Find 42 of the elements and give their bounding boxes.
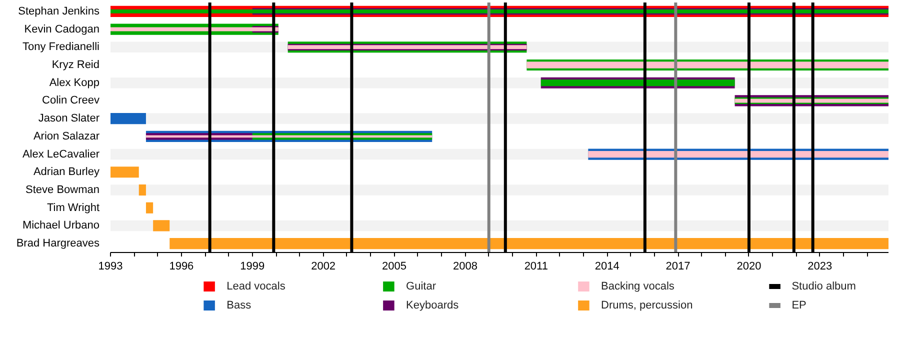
y-tick-label: Alex LeCavalier — [22, 148, 100, 160]
legend-label: Studio album — [792, 280, 856, 292]
bar — [110, 113, 146, 124]
x-tick-label: 1996 — [169, 260, 194, 272]
y-tick-label: Kevin Cadogan — [24, 23, 100, 36]
y-tick-label: Michael Urbano — [22, 220, 100, 232]
legend-label: EP — [792, 300, 806, 312]
y-tick-label: Arion Salazar — [33, 130, 100, 142]
x-tick-label: 1993 — [98, 260, 123, 272]
y-tick-label: Tony Fredianelli — [22, 41, 100, 54]
x-tick-label: 2017 — [666, 260, 690, 272]
y-tick-label: Jason Slater — [38, 112, 100, 125]
legend-label: Lead vocals — [226, 280, 286, 292]
y-tick-label: Steve Bowman — [26, 184, 100, 196]
bar — [110, 166, 139, 178]
bar — [110, 27, 278, 32]
x-tick-label: 2014 — [594, 260, 620, 272]
x-tick-label: 2008 — [452, 260, 478, 272]
bar — [540, 80, 735, 86]
y-tick-label: Tim Wright — [46, 202, 100, 214]
legend-label: Keyboards — [406, 300, 460, 312]
y-tick-label: Brad Hargreaves — [16, 238, 100, 250]
bar — [170, 238, 888, 250]
bar — [146, 202, 154, 214]
x-tick-label: 2005 — [382, 260, 407, 272]
bar — [138, 184, 146, 196]
bar — [153, 220, 170, 232]
x-tick-label: 2023 — [808, 260, 832, 272]
y-tick-label: Stephan Jenkins — [18, 5, 100, 18]
bar — [146, 135, 432, 138]
legend-label: Bass — [226, 300, 252, 312]
x-tick-label: 2011 — [524, 260, 548, 272]
legend-label: Backing vocals — [601, 280, 675, 292]
x-tick-label: 2020 — [736, 260, 762, 272]
legend-label: Drums, percussion — [601, 300, 693, 312]
x-tick-label: 2002 — [311, 260, 336, 272]
x-tick-label: 1999 — [240, 260, 265, 272]
legend-label: Guitar — [406, 280, 436, 292]
y-tick-label: Kryz Reid — [52, 59, 100, 71]
y-tick-label: Colin Creev — [42, 94, 100, 107]
y-tick-label: Alex Kopp — [49, 76, 100, 89]
y-tick-label: Adrian Burley — [33, 166, 100, 178]
